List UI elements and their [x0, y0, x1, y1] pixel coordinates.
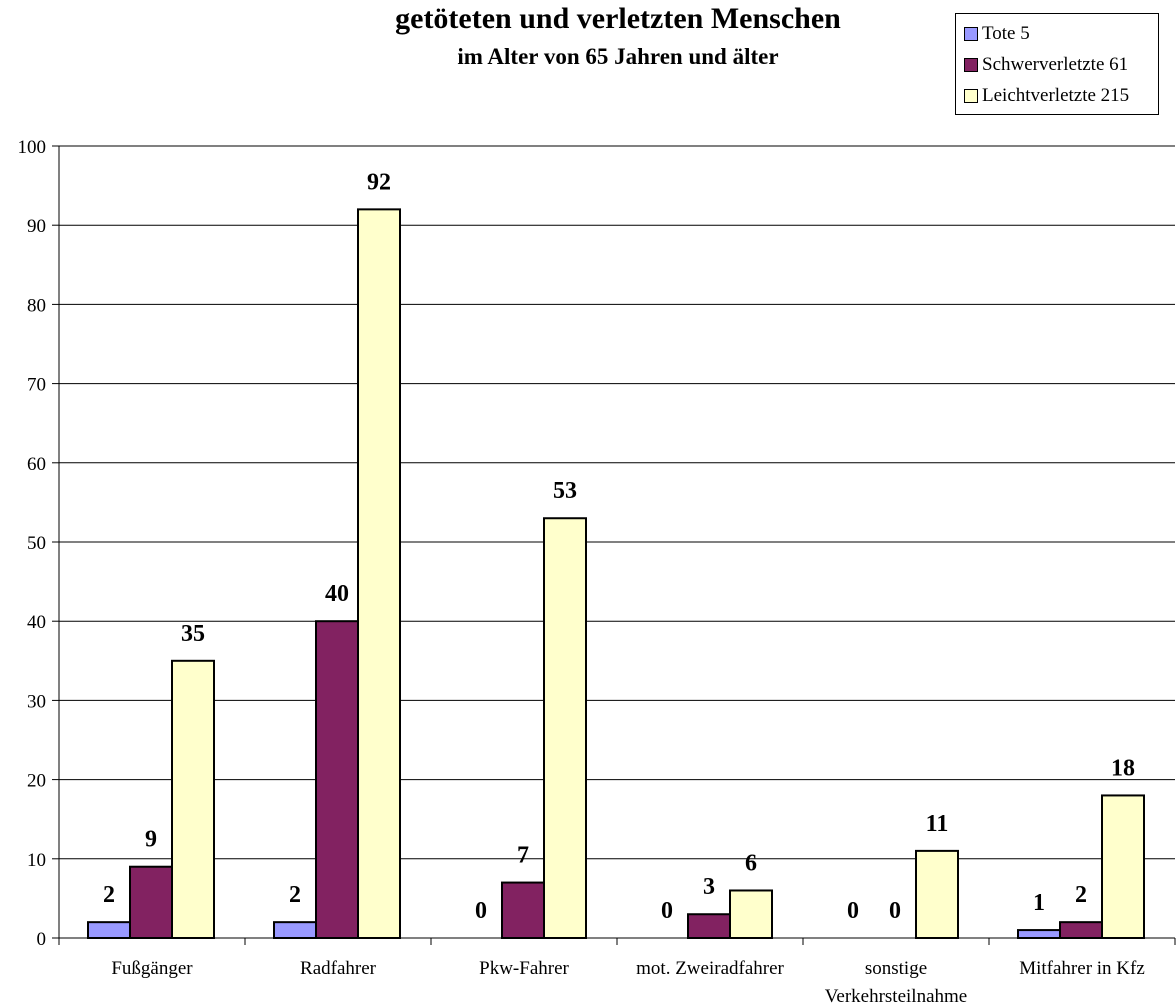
legend-label-leichtverletzte: Leichtverletzte 215 — [982, 84, 1130, 106]
y-tick-label-100: 100 — [18, 137, 47, 158]
bar-1-3 — [687, 913, 731, 939]
y-tick-label-50: 50 — [27, 533, 46, 554]
bar-2-4 — [915, 849, 959, 940]
bar-0-0 — [87, 921, 131, 939]
y-tick-label-0: 0 — [37, 929, 47, 950]
y-tick-label-40: 40 — [27, 612, 46, 633]
y-tick-label-90: 90 — [27, 216, 46, 237]
data-label-0-5: 1 — [1033, 890, 1045, 916]
chart-title: getöteten und verletzten Menschen — [395, 2, 841, 35]
legend-item-leichtverletzte: Leichtverletzte 215 — [964, 80, 1158, 111]
legend-item-tote: Tote 5 — [964, 18, 1158, 49]
bars — [87, 208, 1145, 940]
data-label-2-3: 6 — [745, 850, 757, 876]
y-tick-label-10: 10 — [27, 850, 46, 871]
bar-0-1 — [273, 921, 317, 939]
data-label-0-4: 0 — [847, 898, 859, 924]
chart-legend: Tote 5 Schwerverletzte 61 Leichtverletzt… — [955, 13, 1159, 115]
chart-subtitle: im Alter von 65 Jahren und älter — [457, 44, 779, 69]
bar-2-2 — [543, 517, 587, 939]
bar-2-3 — [729, 889, 773, 939]
legend-swatch-schwerverletzte — [964, 57, 978, 72]
data-label-2-2: 53 — [553, 478, 577, 504]
data-label-0-0: 2 — [103, 882, 115, 908]
bar-1-0 — [129, 865, 173, 939]
x-tick-label-1: Radfahrer — [300, 958, 377, 979]
gridlines — [59, 145, 1175, 860]
y-tick-label-30: 30 — [27, 691, 46, 712]
bar-1-1 — [315, 620, 359, 939]
data-label-1-3: 3 — [703, 874, 715, 900]
y-tick-label-20: 20 — [27, 771, 46, 792]
legend-swatch-tote — [964, 26, 978, 41]
data-label-2-0: 35 — [181, 621, 205, 647]
data-label-1-5: 2 — [1075, 882, 1087, 908]
data-label-2-1: 92 — [367, 169, 391, 195]
y-tick-label-60: 60 — [27, 454, 46, 475]
data-label-2-5: 18 — [1111, 755, 1135, 781]
x-tick-label-5: Mitfahrer in Kfz — [1019, 958, 1145, 979]
data-label-1-2: 7 — [517, 843, 529, 869]
legend-label-schwerverletzte: Schwerverletzte 61 — [982, 53, 1129, 75]
data-label-0-2: 0 — [475, 898, 487, 924]
data-label-1-0: 9 — [145, 827, 157, 853]
y-tick-label-80: 80 — [27, 295, 46, 316]
data-label-1-4: 0 — [889, 898, 901, 924]
legend-item-schwerverletzte: Schwerverletzte 61 — [964, 49, 1158, 80]
legend-label-tote: Tote 5 — [982, 22, 1030, 44]
bar-1-5 — [1059, 921, 1103, 939]
legend-swatch-leichtverletzte — [964, 88, 978, 103]
bar-0-5 — [1017, 929, 1061, 940]
bar-2-0 — [171, 659, 215, 939]
data-label-0-3: 0 — [661, 898, 673, 924]
x-tick-label-2: Pkw-Fahrer — [479, 958, 569, 979]
y-tick-label-70: 70 — [27, 375, 46, 396]
bar-2-1 — [357, 208, 401, 940]
bar-2-5 — [1101, 794, 1145, 939]
data-label-2-4: 11 — [926, 811, 949, 837]
x-tick-label-3: mot. Zweiradfahrer — [636, 958, 784, 979]
bar-1-2 — [501, 881, 545, 939]
x-tick-label-4: sonstige Verkehrsteilnahme — [825, 958, 967, 1005]
data-label-1-1: 40 — [325, 581, 349, 607]
data-label-0-1: 2 — [289, 882, 301, 908]
x-tick-label-0: Fußgänger — [111, 958, 193, 979]
